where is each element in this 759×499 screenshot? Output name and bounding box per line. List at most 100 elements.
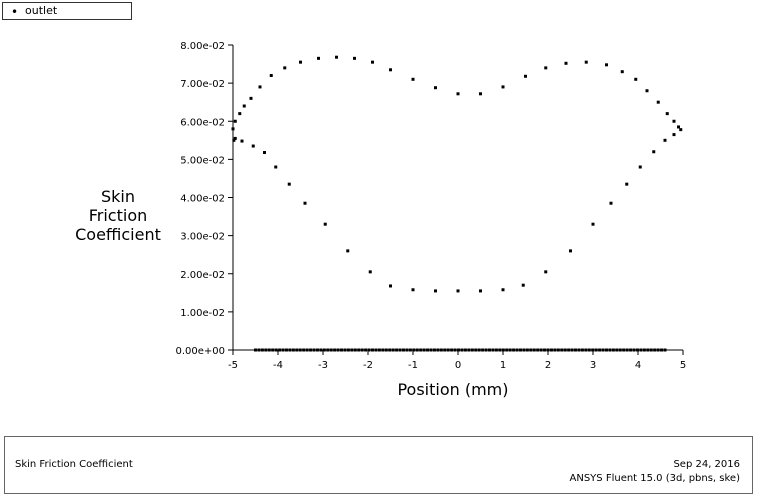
data-point: [238, 112, 242, 116]
data-point: [233, 136, 237, 140]
data-point: [381, 348, 385, 352]
data-point: [232, 138, 236, 142]
data-point: [269, 74, 273, 77]
data-point: [518, 348, 522, 352]
data-point: [505, 348, 509, 352]
x-tick-label: 3: [590, 360, 596, 371]
axes: [232, 45, 683, 351]
footer-date: Sep 24, 2016: [673, 459, 740, 470]
data-point: [594, 348, 598, 352]
data-point: [353, 56, 356, 60]
data-point: [368, 270, 372, 274]
data-point: [488, 348, 491, 352]
data-point: [401, 348, 405, 352]
data-point: [539, 348, 543, 352]
data-point: [357, 348, 361, 352]
data-point: [560, 348, 564, 352]
x-tick-label: -3: [318, 360, 328, 371]
data-point: [371, 348, 374, 352]
data-point: [412, 348, 416, 352]
legend: • outlet: [2, 2, 132, 20]
footer-title: Skin Friction Coefficient: [15, 459, 133, 470]
data-point: [634, 77, 638, 81]
legend-label-outlet: outlet: [25, 4, 58, 17]
data-point: [257, 348, 261, 352]
data-point: [632, 348, 636, 352]
data-point: [323, 222, 327, 226]
y-tick-label: 3.00e-02: [180, 232, 225, 243]
data-point: [625, 182, 629, 186]
data-point: [611, 348, 615, 352]
data-point: [434, 86, 437, 90]
data-point: [563, 348, 567, 352]
data-point: [377, 348, 381, 352]
data-point: [584, 60, 588, 64]
data-point: [536, 348, 540, 352]
data-point: [605, 63, 608, 67]
data-point: [326, 348, 330, 352]
data-point: [415, 348, 419, 352]
data-point: [343, 348, 347, 352]
data-point: [532, 348, 536, 352]
y-tick-label: 0.00e+00: [175, 346, 225, 357]
data-point: [267, 348, 271, 352]
data-point: [484, 348, 488, 352]
data-point: [333, 348, 337, 352]
data-point: [456, 289, 460, 293]
data-point: [584, 348, 588, 352]
data-point: [233, 119, 237, 123]
data-point: [608, 348, 612, 352]
data-point: [521, 283, 525, 287]
data-point: [335, 55, 338, 59]
data-point: [609, 201, 613, 205]
data-point: [240, 139, 244, 143]
y-axis-title-line: Skin: [101, 187, 135, 206]
data-point: [501, 85, 505, 89]
data-point: [665, 112, 669, 116]
data-point: [350, 348, 354, 352]
x-tick-label: 2: [545, 360, 551, 371]
x-tick-label: 4: [635, 360, 641, 371]
data-point: [587, 348, 591, 352]
data-point: [649, 348, 653, 352]
data-point: [672, 133, 676, 137]
data-point: [577, 348, 581, 352]
data-point: [384, 348, 388, 352]
data-point: [367, 348, 371, 352]
data-point: [312, 348, 316, 352]
data-point: [512, 348, 516, 352]
data-point: [434, 289, 437, 293]
x-tick-label: 5: [680, 360, 686, 371]
x-tick-label: 0: [455, 360, 461, 371]
data-point: [395, 348, 399, 352]
data-point: [374, 348, 378, 352]
data-point: [544, 270, 548, 274]
data-point: [598, 348, 602, 352]
x-tick-label: -2: [363, 360, 373, 371]
data-point: [525, 348, 529, 352]
data-point: [642, 348, 646, 352]
y-axis-title: Skin Friction Coefficient: [75, 187, 161, 244]
data-point: [501, 288, 505, 292]
legend-marker: •: [11, 5, 19, 19]
y-tick-label: 8.00e-02: [180, 41, 225, 52]
data-point: [524, 74, 527, 78]
data-point: [263, 151, 266, 155]
data-point: [439, 348, 443, 352]
data-point: [635, 348, 639, 352]
data-point: [522, 348, 526, 352]
data-point: [242, 104, 246, 108]
data-point: [479, 92, 482, 96]
data-point: [553, 348, 557, 352]
x-tick-label: -4: [273, 360, 283, 371]
data-point: [645, 89, 649, 93]
data-point: [281, 348, 285, 352]
data-point: [436, 348, 440, 352]
y-tick-label: 1.00e-02: [180, 308, 225, 319]
data-point: [411, 288, 415, 292]
x-tick-label: -1: [408, 360, 418, 371]
data-point: [569, 249, 572, 253]
data-point: [254, 348, 257, 352]
data-point: [419, 348, 423, 352]
data-point: [605, 348, 608, 352]
